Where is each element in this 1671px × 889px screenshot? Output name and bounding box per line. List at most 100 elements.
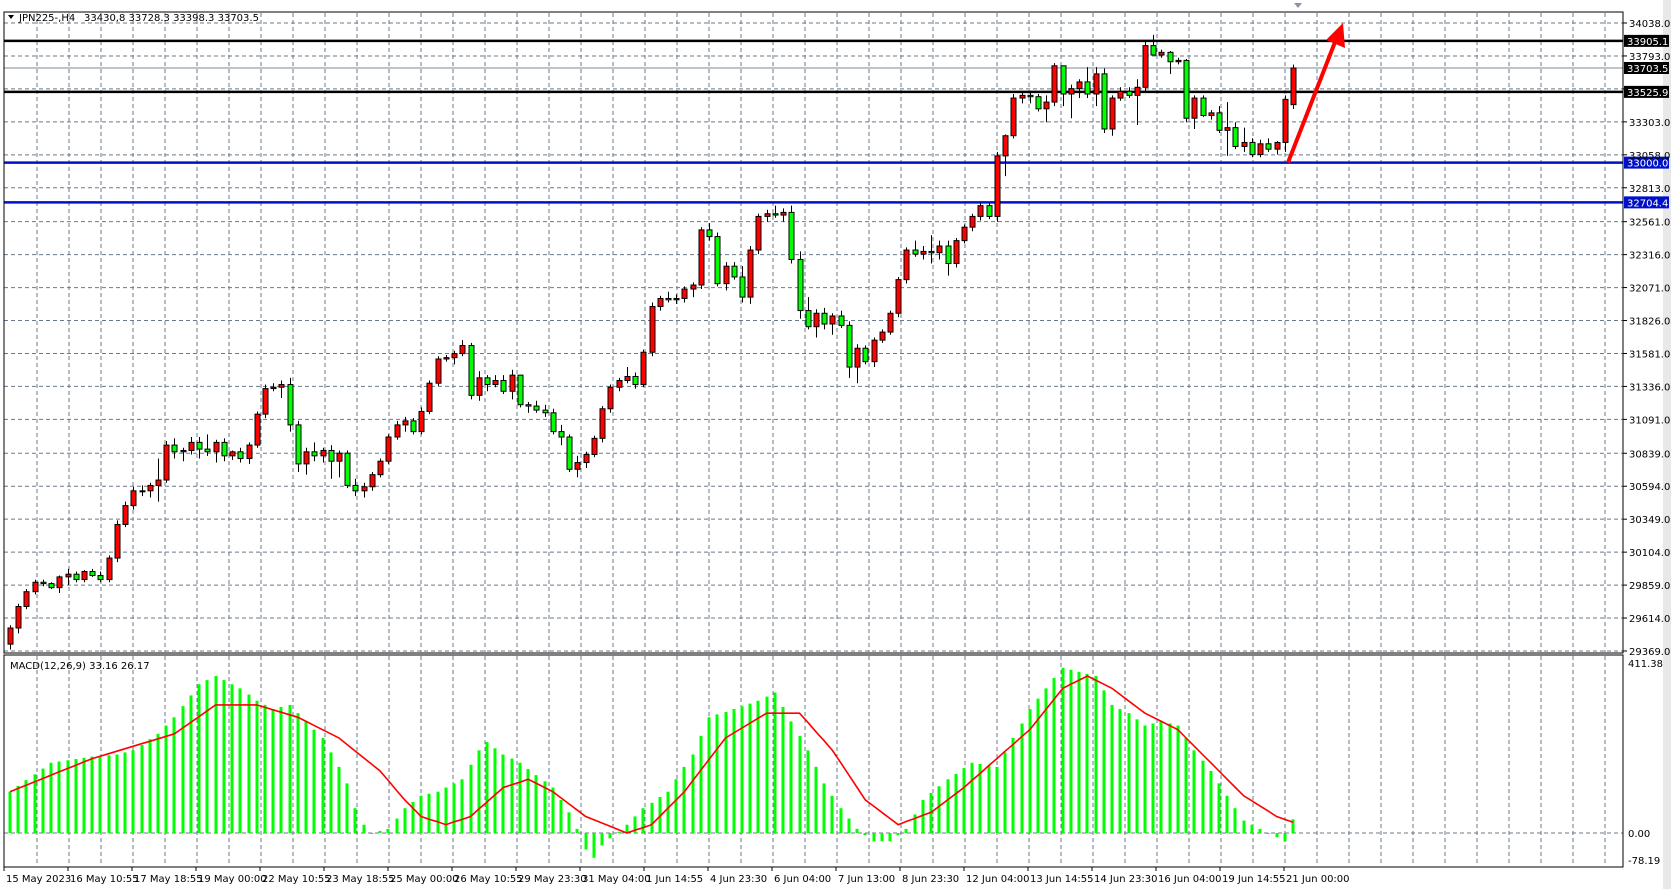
candle-bull: [1002, 135, 1009, 157]
macd-histogram-bar: [584, 833, 588, 850]
macd-histogram-bar: [814, 766, 818, 833]
candle-bear: [1183, 59, 1190, 119]
macd-histogram-bar: [1077, 671, 1081, 833]
candle-bear: [928, 250, 935, 254]
candle-bear: [846, 324, 853, 368]
macd-histogram-bar: [386, 828, 390, 833]
candle-bear: [731, 265, 738, 278]
candle-bull: [953, 240, 960, 264]
price-tag: [1624, 196, 1669, 209]
x-tick-label: 31 May 04:00: [582, 874, 651, 885]
candle-bull: [1093, 73, 1100, 95]
candle-bull: [180, 449, 187, 453]
candle-bull: [649, 306, 656, 353]
macd-histogram-bar: [740, 706, 744, 833]
macd-histogram-bar: [288, 704, 292, 833]
candle-bull: [246, 444, 253, 460]
macd-histogram-bar: [707, 717, 711, 833]
candle-bull: [871, 339, 878, 363]
x-tick-label: 1 Jun 14:55: [646, 874, 703, 885]
macd-histogram-bar: [329, 752, 333, 833]
candle-bull: [903, 249, 910, 281]
macd-histogram-bar: [172, 717, 176, 833]
macd-histogram-bar: [444, 787, 448, 833]
macd-signal-line: [9, 675, 1294, 834]
macd-histogram-bar: [49, 762, 53, 833]
candle-bull: [977, 205, 984, 217]
candle-bear: [805, 310, 812, 328]
candle-bull: [139, 490, 146, 493]
candle-bear: [196, 441, 203, 450]
macd-histogram-bar: [715, 714, 719, 833]
candle-bull: [1019, 94, 1026, 99]
candle-bear: [1167, 51, 1174, 63]
macd-histogram-bar: [1168, 723, 1172, 833]
macd-histogram-bar: [880, 833, 884, 842]
macd-histogram-bar: [74, 759, 78, 833]
price-tag: [1624, 85, 1669, 98]
macd-histogram-bar: [353, 808, 357, 833]
candle-bull: [15, 605, 22, 629]
arrow-head-icon: [1326, 23, 1345, 48]
trend-arrow[interactable]: [1286, 23, 1345, 164]
candle-bear: [1265, 143, 1272, 150]
candle-bull: [829, 315, 836, 325]
candle-bear: [221, 441, 228, 457]
candle-bear: [410, 420, 417, 433]
x-tick-label: 22 May 10:55: [262, 874, 331, 885]
candle-bull: [147, 484, 154, 492]
candle-bull: [229, 451, 236, 457]
macd-histogram-bar: [230, 684, 234, 833]
macd-histogram-bar: [98, 755, 102, 833]
macd-histogram-bar: [732, 709, 736, 833]
x-tick-label: 14 Jun 23:30: [1094, 874, 1158, 885]
candle-bull: [887, 312, 894, 333]
macd-histogram-bar: [987, 765, 991, 833]
candle-bull: [1175, 59, 1182, 63]
macd-histogram-bar: [1184, 737, 1188, 833]
candle-bull: [65, 573, 72, 578]
macd-histogram-bar: [789, 721, 793, 833]
horizontal-lines[interactable]: 33905.1 33703.5 33525.9 33000.0 32704.4: [4, 34, 1669, 209]
macd-histogram-bar: [41, 768, 45, 833]
x-tick-label: 13 Jun 14:55: [1030, 874, 1094, 885]
y-tick-label: 32813.0: [1629, 184, 1670, 195]
macd-histogram-bar: [66, 760, 70, 833]
macd-histogram-bar: [1110, 704, 1114, 833]
candle-bull: [270, 386, 277, 390]
macd-histogram-bar: [370, 833, 374, 834]
candle-bull: [583, 453, 590, 464]
candle-bull: [854, 347, 861, 368]
main-panel-border: [3, 11, 1624, 654]
macd-histogram-bar: [460, 779, 464, 833]
macd-histogram-bar: [263, 704, 267, 833]
macd-histogram-bar: [534, 775, 538, 833]
macd-label: MACD(12,26,9) 33.16 26.17: [10, 661, 150, 672]
macd-histogram-bar: [1094, 675, 1098, 833]
macd-histogram-bar: [1069, 669, 1073, 833]
macd-histogram-bar: [493, 748, 497, 833]
macd-histogram-bar: [1250, 824, 1254, 833]
macd-histogram-bar: [1118, 709, 1122, 833]
chart-shift-marker-icon[interactable]: [1294, 3, 1302, 8]
candle-bull: [1282, 98, 1289, 143]
candle-bull: [23, 591, 30, 607]
macd-axis-label: 0.00: [1628, 829, 1650, 840]
candle-bear: [89, 571, 96, 577]
macd-histogram-bar: [617, 831, 621, 833]
candle-bear: [550, 412, 557, 433]
candle-bull: [1134, 86, 1141, 96]
candle-bull: [574, 462, 581, 470]
macd-histogram-bar: [904, 828, 908, 833]
candle-bear: [204, 448, 211, 453]
macd-histogram-bar: [921, 799, 925, 833]
y-tick-label: 30594.0: [1629, 482, 1670, 493]
dropdown-triangle-icon[interactable]: [8, 15, 14, 19]
candle-bear: [48, 583, 55, 589]
candle-bull: [1274, 141, 1281, 150]
candle-bear: [566, 436, 573, 470]
macd-histogram-bar: [1217, 783, 1221, 833]
candle-bear: [1216, 112, 1223, 131]
macd-histogram-bar: [24, 780, 28, 833]
